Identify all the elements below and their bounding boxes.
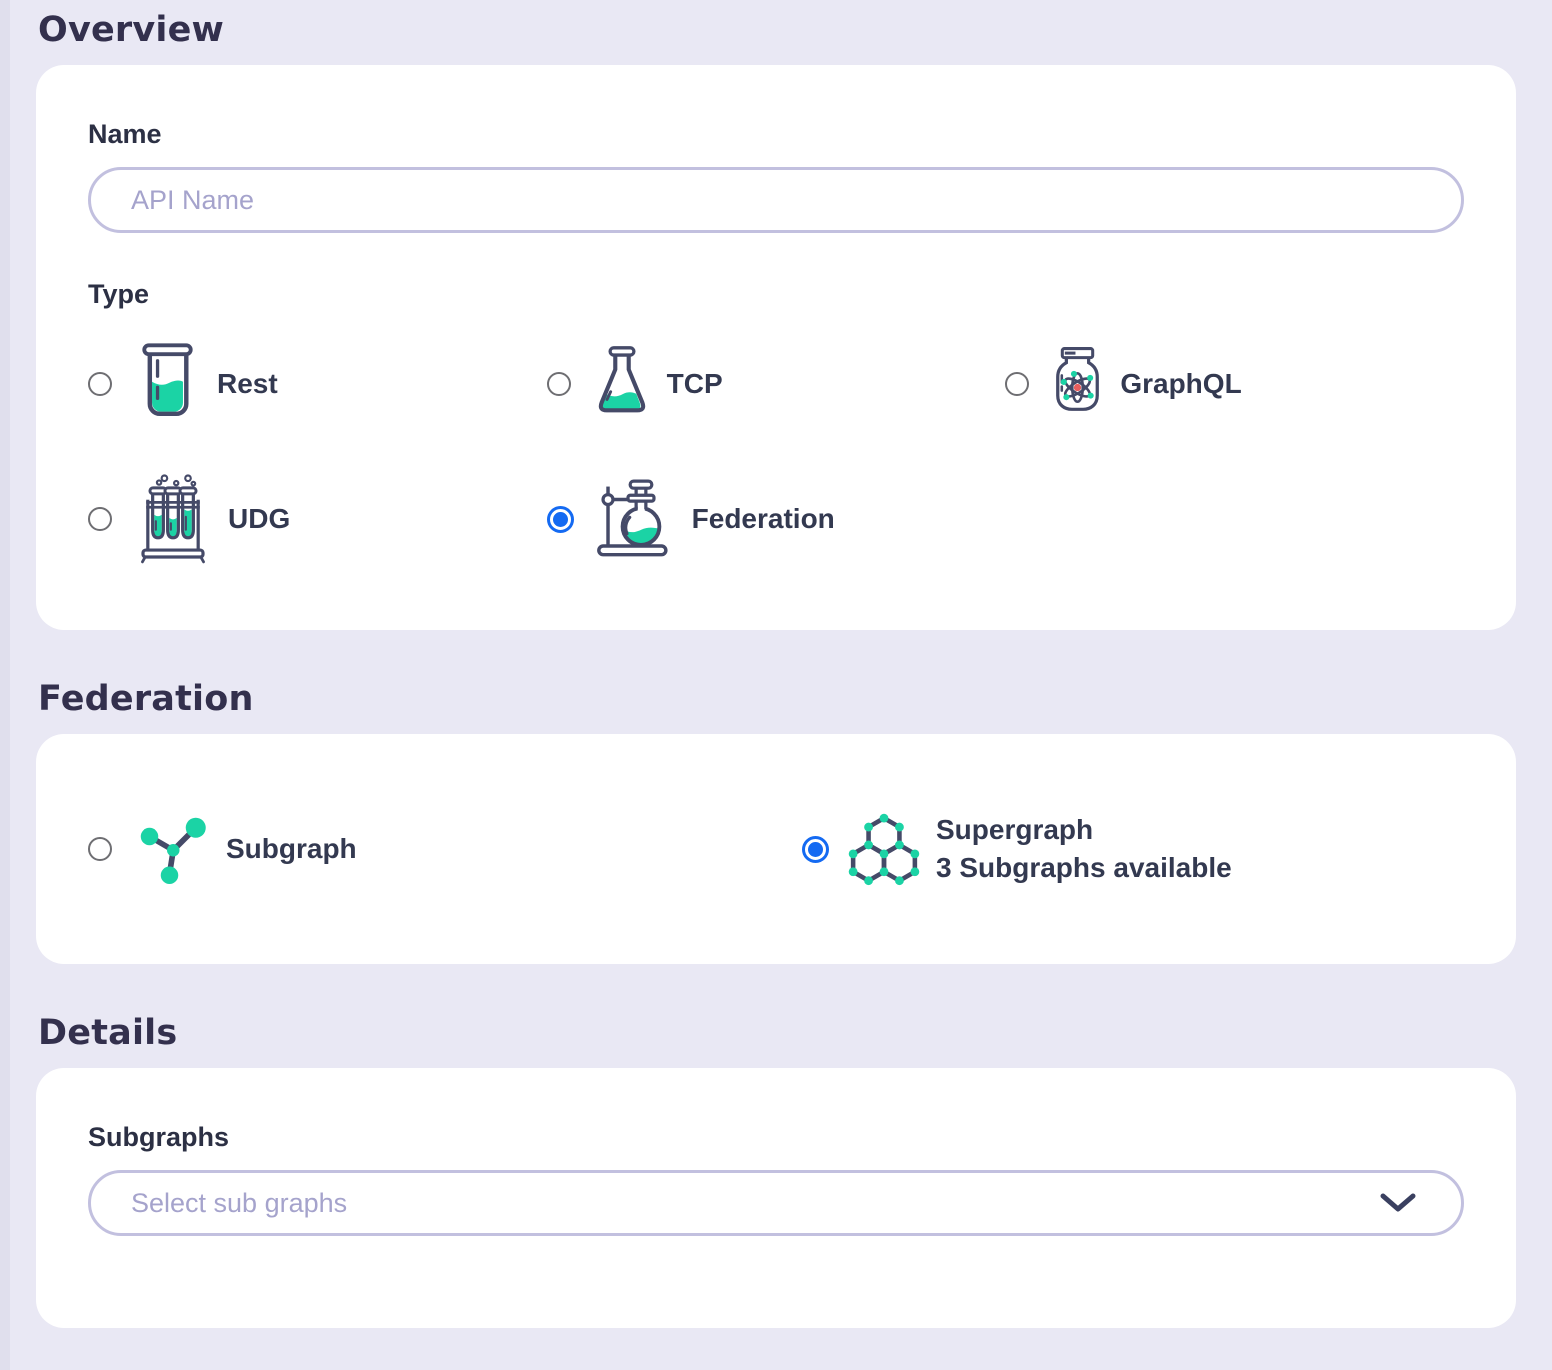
type-option-federation[interactable]: Federation — [546, 479, 1006, 559]
type-options-grid: Rest TCP — [88, 342, 1464, 564]
federation-card: Subgraph — [36, 734, 1516, 964]
subgraph-option-label: Subgraph — [226, 832, 357, 864]
federation-option-supergraph[interactable]: Supergraph 3 Subgraphs available — [802, 810, 1464, 888]
subgraph-molecule-icon — [132, 814, 212, 884]
chevron-down-icon — [1379, 1192, 1417, 1214]
subgraphs-select[interactable]: Select sub graphs — [88, 1170, 1464, 1236]
type-option-rest[interactable]: Rest — [88, 342, 547, 426]
udg-radio[interactable] — [88, 507, 112, 531]
type-option-tcp[interactable]: TCP — [546, 345, 1006, 424]
rest-option-label: Rest — [217, 367, 278, 399]
page-edge-shade — [0, 0, 10, 1370]
rest-radio[interactable] — [88, 372, 112, 396]
udg-option-label: UDG — [228, 502, 291, 534]
overview-card: Name Type Rest — [36, 65, 1516, 630]
supergraph-honeycomb-icon — [846, 810, 922, 888]
section-title-federation: Federation — [38, 679, 254, 719]
subgraphs-select-placeholder: Select sub graphs — [131, 1187, 348, 1218]
name-label: Name — [88, 119, 162, 149]
graphql-option-label: GraphQL — [1120, 367, 1242, 399]
beaker-icon — [132, 342, 203, 426]
type-label: Type — [88, 279, 150, 309]
details-card: Subgraphs Select sub graphs — [36, 1068, 1516, 1328]
tcp-option-label: TCP — [666, 367, 723, 399]
tcp-radio[interactable] — [546, 372, 571, 396]
api-name-input[interactable] — [88, 167, 1464, 233]
round-flask-stand-icon — [591, 479, 678, 559]
erlenmeyer-flask-icon — [591, 345, 653, 424]
supergraph-option-label: Supergraph — [936, 813, 1094, 845]
section-title-overview: Overview — [38, 10, 225, 50]
supergraph-radio[interactable] — [802, 835, 829, 863]
federation-option-subgraph[interactable]: Subgraph — [88, 814, 802, 884]
type-option-graphql[interactable]: GraphQL — [1005, 345, 1464, 424]
type-option-udg[interactable]: UDG — [88, 474, 547, 564]
federation-options-grid: Subgraph — [88, 810, 1464, 888]
atom-jar-icon — [1049, 345, 1106, 424]
federation-option-label: Federation — [691, 502, 835, 534]
federation-radio[interactable] — [546, 505, 574, 533]
section-title-details: Details — [38, 1013, 178, 1053]
supergraph-option-sublabel: 3 Subgraphs available — [936, 852, 1232, 883]
subgraph-radio[interactable] — [88, 837, 112, 861]
test-tubes-icon — [132, 474, 214, 564]
graphql-radio[interactable] — [1005, 372, 1030, 396]
subgraphs-label: Subgraphs — [88, 1122, 230, 1152]
